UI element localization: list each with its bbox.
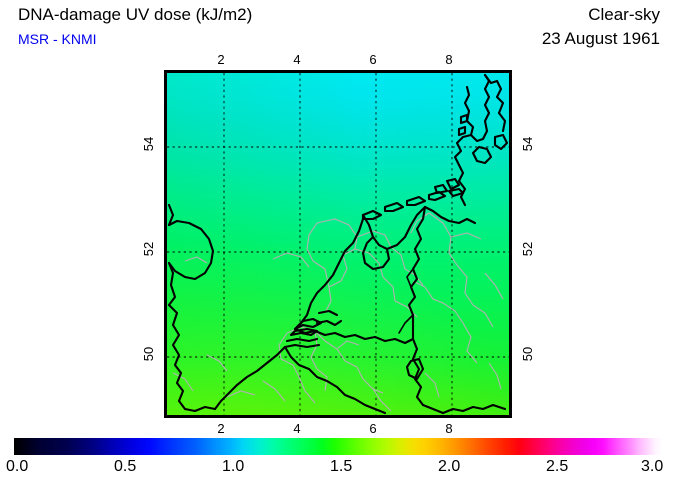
coastline-ijsselmeer-wadden-inner (361, 205, 427, 251)
ytick-left-54: 54 (138, 136, 160, 152)
ytick-right-54-text: 54 (520, 136, 535, 152)
xtick-bottom-2: 2 (217, 421, 225, 436)
border-luxembourg (405, 357, 425, 381)
coastline-germany-north-sea (423, 205, 477, 225)
ytick-left-52: 52 (138, 241, 160, 257)
coastline-north-germany-nw (453, 133, 473, 167)
coastline-westerschelde-south (283, 343, 321, 349)
ytick-right-52: 52 (517, 241, 539, 257)
ytick-left-52-text: 52 (141, 241, 156, 257)
colorbar-tick-0.5: 0.5 (114, 458, 137, 475)
source-label: MSR - KNMI (18, 31, 97, 47)
ytick-left-50-text: 50 (141, 346, 156, 362)
coastline-great-britain-east-anglia (167, 219, 215, 281)
colorbar-tick-3.0: 3.0 (641, 458, 664, 475)
coastline-netherlands-north-sea (293, 217, 365, 331)
ytick-left-54-text: 54 (141, 136, 156, 152)
colorbar-gradient (14, 438, 662, 455)
coastline-terschelling (405, 195, 427, 207)
ytick-right-54: 54 (517, 136, 539, 152)
coastlines-and-borders (167, 73, 509, 415)
coastline-belgium-france-north-sea (213, 345, 287, 411)
coastline-ijsselmeer (361, 235, 391, 271)
coastline-great-britain-southeast (167, 303, 187, 411)
border-netherlands-germany (407, 205, 427, 317)
xtick-top-2: 2 (217, 52, 225, 67)
colorbar-tick-2.0: 2.0 (438, 458, 461, 475)
border-belgium-france (283, 345, 387, 415)
date-label: 23 August 1961 (541, 29, 660, 48)
colorbar-tick-1.0: 1.0 (222, 458, 245, 475)
colorbar-tick-1.5: 1.5 (330, 458, 353, 475)
coastline-vlieland (383, 201, 405, 213)
xtick-bottom-4: 4 (293, 421, 301, 436)
sky-condition-label: Clear-sky (588, 5, 660, 24)
ytick-right-50-text: 50 (520, 346, 535, 362)
coastline-westerschelde-north (285, 337, 319, 343)
ytick-left-50: 50 (138, 346, 160, 362)
xtick-bottom-6: 6 (369, 421, 377, 436)
colorbar-tick-2.5: 2.5 (546, 458, 569, 475)
colorbar-tick-0.0: 0.0 (6, 458, 29, 475)
coastline-jutland-west (463, 73, 491, 143)
coastline-island-fyn (471, 145, 493, 165)
ytick-right-52-text: 52 (520, 241, 535, 257)
border-netherlands-belgium (293, 313, 415, 345)
map-gridlines (167, 73, 509, 415)
colorbar (14, 438, 662, 455)
internal-boundaries (172, 212, 504, 412)
ytick-right-50: 50 (517, 346, 539, 362)
coastline-jutland-east (483, 73, 505, 115)
page-title: DNA-damage UV dose (kJ/m2) (18, 5, 253, 24)
border-belgium-luxembourg-germany (411, 337, 425, 407)
xtick-bottom-8: 8 (445, 421, 453, 436)
map-plot-area (164, 70, 512, 418)
xtick-top-8: 8 (445, 52, 453, 67)
xtick-top-6: 6 (369, 52, 377, 67)
coastline-island-zealand (493, 133, 509, 151)
xtick-top-4: 4 (293, 52, 301, 67)
map-overlay-vectors (167, 73, 509, 415)
